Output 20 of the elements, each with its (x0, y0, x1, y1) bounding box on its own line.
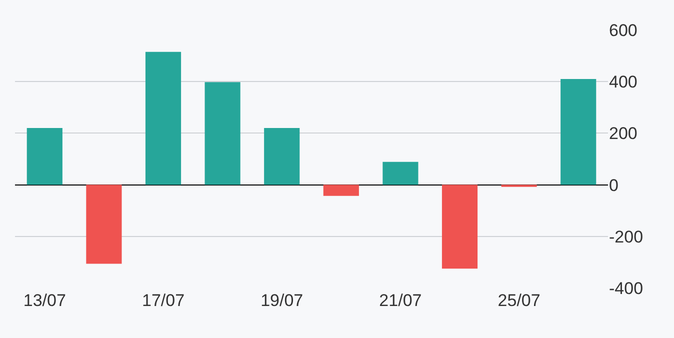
y-tick-label: 200 (609, 124, 638, 144)
y-tick-label: 400 (609, 72, 638, 92)
bar (204, 82, 240, 185)
bar (560, 79, 596, 185)
x-tick-label: 21/07 (379, 291, 422, 310)
bar (382, 162, 418, 185)
bar (86, 184, 122, 264)
bar (264, 128, 300, 185)
bar (145, 52, 182, 185)
x-tick-label: 19/07 (260, 291, 304, 310)
bar (442, 184, 478, 269)
bar (323, 184, 359, 196)
x-tick-label: 17/07 (142, 291, 185, 310)
y-tick-label: 0 (609, 176, 618, 195)
bar (26, 128, 62, 185)
x-tick-label: 25/07 (498, 291, 540, 310)
y-tick-label: 600 (609, 20, 638, 40)
x-tick-label: 13/07 (23, 291, 66, 310)
y-tick-label: -200 (609, 227, 644, 246)
y-tick-label: -400 (609, 278, 644, 298)
